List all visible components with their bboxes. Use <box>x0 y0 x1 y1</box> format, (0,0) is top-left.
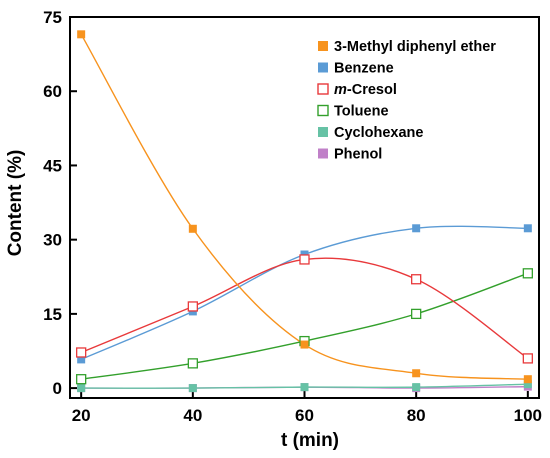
legend-label-3-methyl-diphenyl-ether: 3-Methyl diphenyl ether <box>334 39 496 55</box>
data-point-benzene <box>412 224 421 233</box>
legend-marker-phenol <box>318 148 328 159</box>
legend: 3-Methyl diphenyl ether Benzene m-Cresol To… <box>317 39 496 163</box>
y-tick-label: 60 <box>43 82 62 101</box>
data-point-3-methyl-diphenyl-ether <box>523 375 532 384</box>
data-point-cyclohexane <box>412 383 421 392</box>
y-axis-title: Content (%) <box>5 150 26 257</box>
y-tick-label: 15 <box>43 305 62 324</box>
data-point-m-cresol <box>411 274 422 285</box>
legend-marker-toluene <box>317 104 329 117</box>
legend-label-toluene: Toluene <box>334 104 389 120</box>
data-point-cyclohexane <box>523 380 532 389</box>
data-point-cyclohexane <box>300 383 309 392</box>
series-markers <box>76 30 533 393</box>
data-point-cyclohexane <box>188 384 197 393</box>
x-tick-label: 80 <box>407 406 426 425</box>
data-point-3-methyl-diphenyl-ether <box>188 224 197 233</box>
legend-label-phenol: Phenol <box>334 147 382 163</box>
data-point-m-cresol <box>76 347 87 358</box>
legend-marker-benzene <box>318 62 328 73</box>
x-axis: 20 40 60 80 100 <box>72 391 542 425</box>
data-point-benzene <box>77 355 86 364</box>
data-point-3-methyl-diphenyl-ether <box>412 369 421 378</box>
legend-marker-cyclohexane <box>318 127 328 137</box>
y-tick-label: 75 <box>43 8 62 27</box>
data-point-toluene <box>411 308 422 320</box>
data-point-3-methyl-diphenyl-ether <box>300 340 309 349</box>
series-lines <box>80 33 529 389</box>
data-point-m-cresol <box>187 301 198 312</box>
data-point-toluene <box>522 268 533 279</box>
data-point-m-cresol <box>299 254 310 265</box>
legend-marker-3-methyl-diphenyl-ether <box>318 41 328 51</box>
data-point-3-methyl-diphenyl-ether <box>77 30 86 39</box>
x-tick-label: 40 <box>183 406 202 425</box>
y-tick-label: 45 <box>43 156 62 175</box>
y-tick-label: 0 <box>53 379 62 398</box>
x-tick-label: 20 <box>72 406 91 425</box>
y-axis: 0 15 30 45 60 75 <box>43 8 77 398</box>
data-point-toluene <box>187 358 198 369</box>
series-line-3-methyl-diphenyl-ether <box>80 33 528 380</box>
data-point-benzene <box>523 224 532 233</box>
x-tick-label: 60 <box>295 406 314 425</box>
legend-label-cyclohexane: Cyclohexane <box>334 125 423 141</box>
series-line-toluene <box>81 272 529 380</box>
y-tick-label: 30 <box>43 231 62 250</box>
legend-label-benzene: Benzene <box>334 61 394 77</box>
data-point-cyclohexane <box>77 384 86 393</box>
x-tick-label: 100 <box>514 406 542 425</box>
legend-label-m-cresol: m-Cresol <box>334 82 397 98</box>
x-axis-title: t (min) <box>281 430 339 451</box>
data-point-toluene <box>76 374 87 385</box>
data-point-m-cresol <box>522 353 533 364</box>
legend-marker-m-cresol <box>317 83 329 95</box>
